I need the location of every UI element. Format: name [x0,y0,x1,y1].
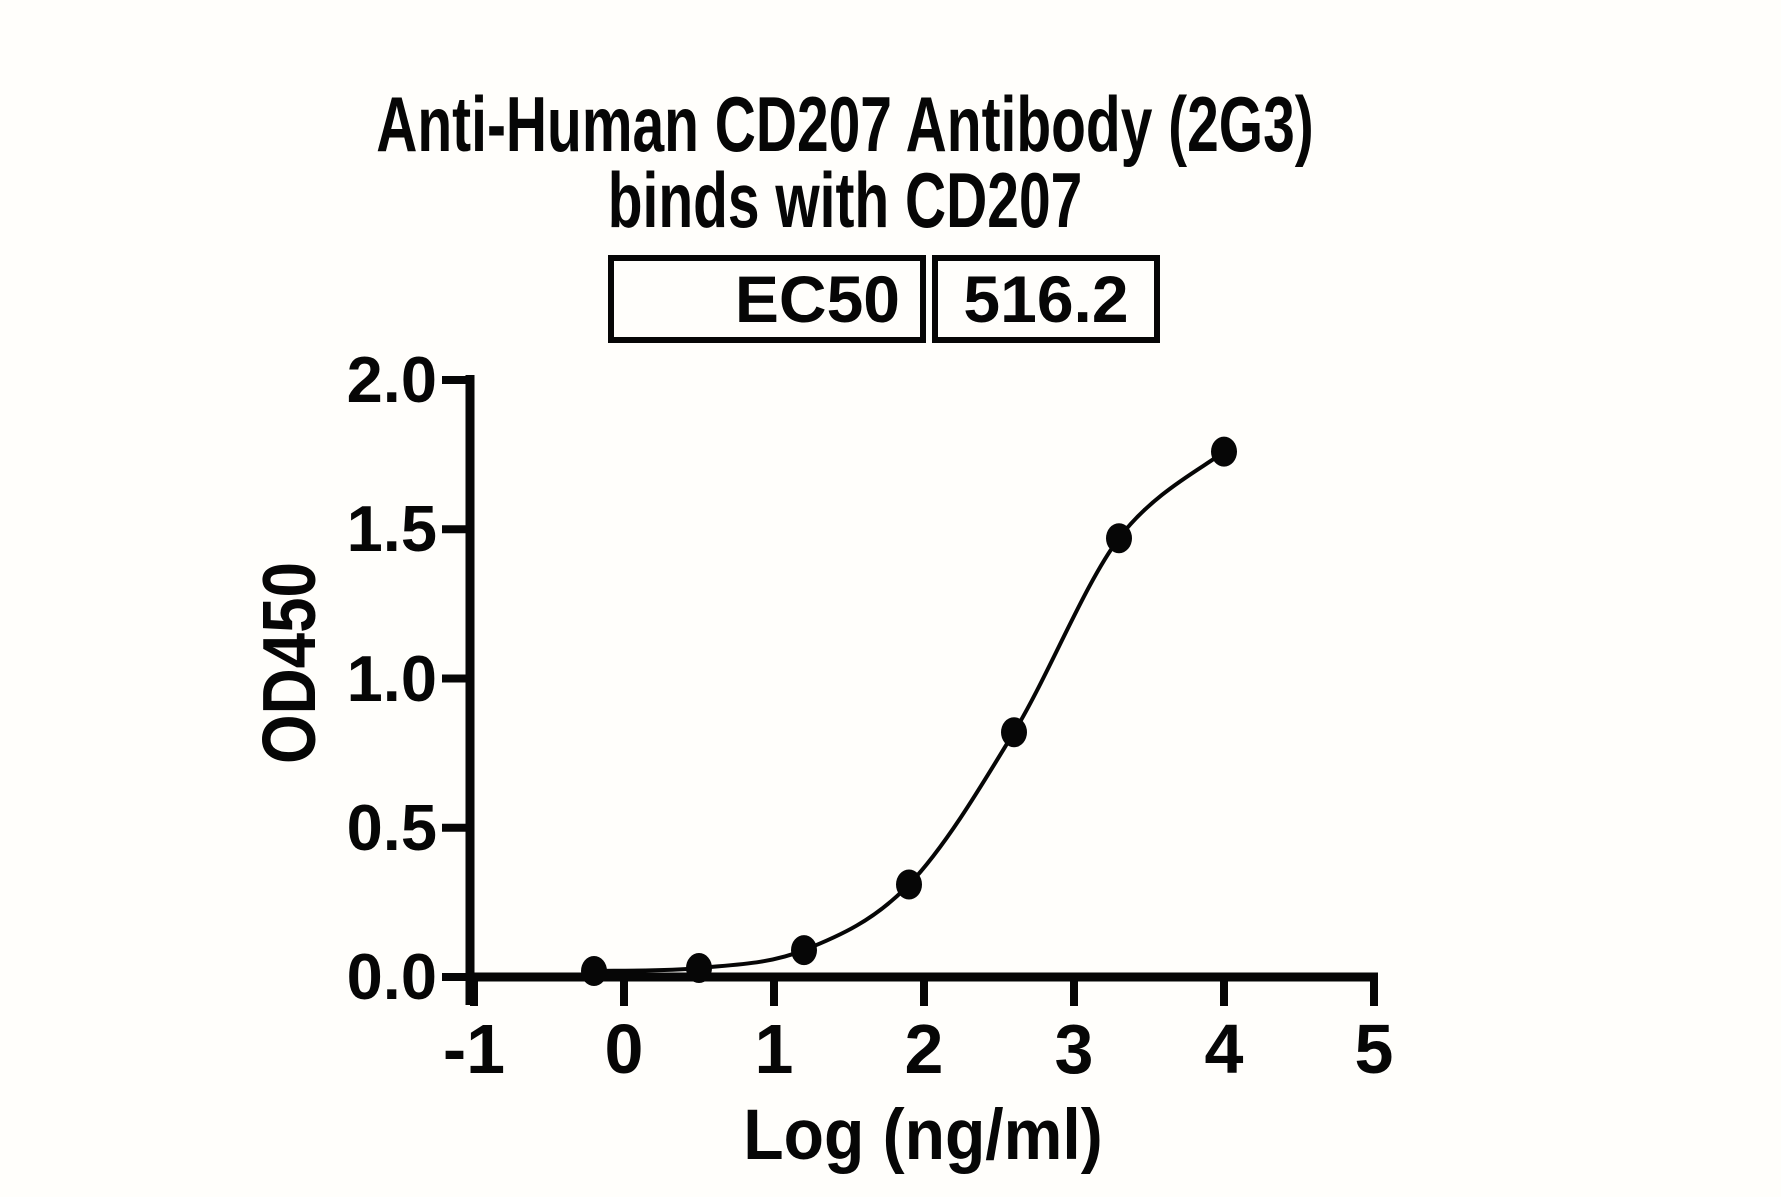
y-tick-label-0.5: 0.5 [346,790,437,864]
y-tick-label-0.0: 0.0 [346,940,437,1013]
chart-title-line1: Anti-Human CD207 Antibody (2G3) [376,80,1314,168]
ec50-table-value-cell: 516.2 [932,255,1160,343]
ec50-label: EC50 [734,262,900,336]
y-tick-label-1.0: 1.0 [346,641,437,715]
chart-title: Anti-Human CD207 Antibody (2G3) binds wi… [376,80,1314,244]
x-tick-label--1: -1 [442,1010,506,1088]
x-tick-label-2: 2 [904,1010,944,1088]
x-tick-label-1: 1 [754,1010,794,1088]
data-point-marker [1001,717,1027,748]
data-point-marker [1211,436,1237,467]
data-point-marker [686,953,712,984]
data-point-marker [1106,523,1132,554]
x-tick-label-4: 4 [1204,1010,1244,1088]
chart-title-line2: binds with CD207 [607,156,1083,244]
x-tick-label-0: 0 [604,1010,644,1088]
data-point-marker [581,956,607,987]
ec50-value: 516.2 [963,262,1129,336]
ec50-table-label-cell: EC50 [608,255,926,343]
x-tick-label-3: 3 [1054,1010,1094,1088]
data-point-marker [896,869,922,900]
y-tick-label-2.0: 2.0 [346,343,437,416]
y-tick-label-1.5: 1.5 [346,492,437,566]
x-axis-title: Log (ng/ml) [743,1096,1103,1175]
data-point-marker [791,935,817,966]
x-tick-label-5: 5 [1354,1010,1394,1088]
